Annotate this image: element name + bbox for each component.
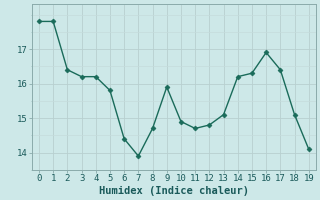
X-axis label: Humidex (Indice chaleur): Humidex (Indice chaleur)	[99, 186, 249, 196]
